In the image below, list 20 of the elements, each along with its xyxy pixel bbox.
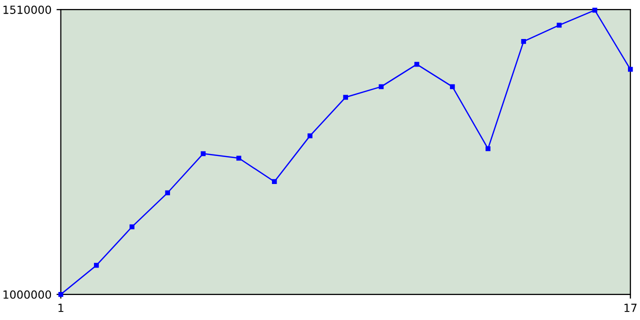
point <box>308 133 312 138</box>
point <box>236 156 242 161</box>
point <box>592 8 598 13</box>
point <box>521 39 526 44</box>
x-tick-label: 17 <box>624 304 637 312</box>
point <box>200 151 206 156</box>
point <box>130 224 134 230</box>
point <box>450 84 455 90</box>
point <box>343 94 348 100</box>
point <box>165 190 170 196</box>
point <box>414 62 420 67</box>
x-tick-label: 1 <box>58 304 64 312</box>
point <box>378 84 384 90</box>
y-tick-label: 1510000 <box>4 6 52 14</box>
point <box>94 262 99 268</box>
point <box>628 66 633 72</box>
point <box>486 146 490 152</box>
point <box>556 22 562 28</box>
point <box>272 179 277 184</box>
y-tick-label: 1000000 <box>4 290 52 299</box>
